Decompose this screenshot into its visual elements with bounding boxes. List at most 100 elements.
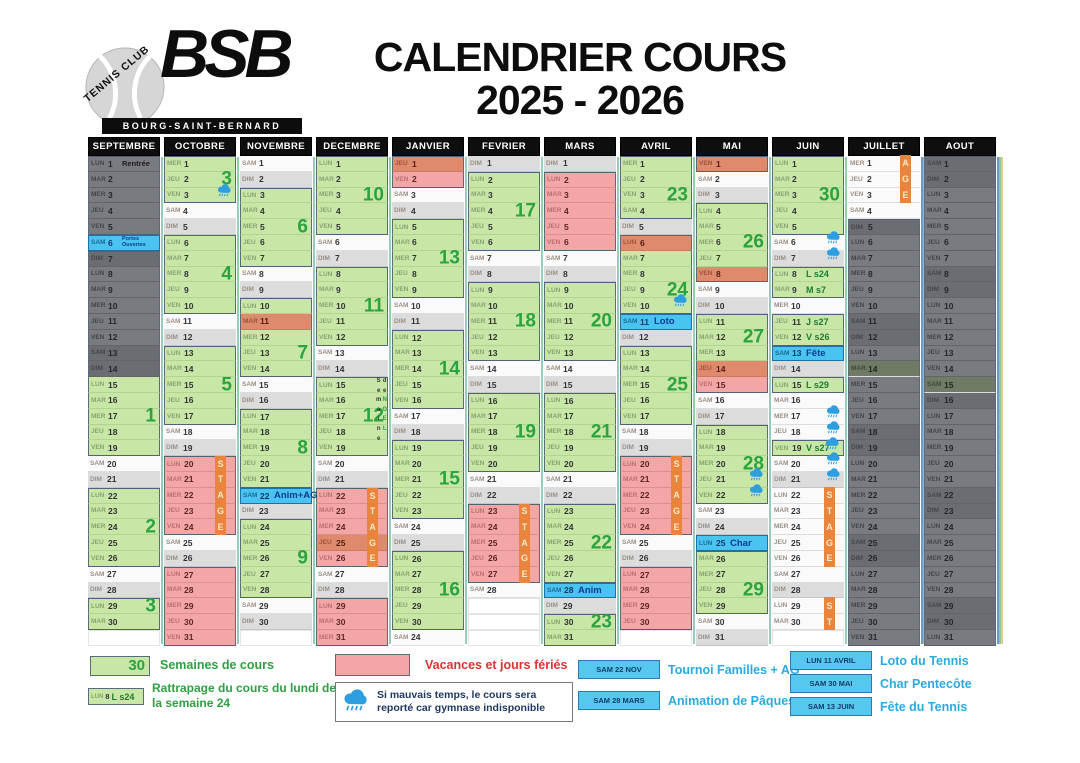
day-cell: MAR 16 [772,392,844,409]
week-number: 16 [438,579,460,601]
day-number: 11 [488,316,497,327]
day-cell: VEN 14 [240,361,312,378]
day-number: 21 [487,474,497,485]
day-number: 13 [564,347,574,358]
day-abbrev: VEN [775,444,789,452]
day-cell: SAM 11 [164,313,236,330]
day-cell: MAR 9 [88,282,160,299]
day-cell: VEN 14 [924,361,996,378]
day-cell: VEN 3 E [848,186,920,204]
day-abbrev: DIM [774,254,786,262]
day-number: 21 [716,474,726,485]
day-cell: JEU 19 [468,440,540,457]
day-cell: DIM 31 [696,629,768,646]
day-cell: MER 3 30 [772,185,844,204]
day-number: 8 [336,269,341,280]
day-number: 3 [336,189,341,200]
day-cell: MER 3 [88,187,160,204]
week-number: 6 [297,216,308,238]
day-cell: SAM 9 [696,282,768,299]
day-number: 2 [184,174,189,185]
day-abbrev: LUN [167,460,181,468]
day-number: 8 [792,269,797,280]
day-number: 11 [260,316,269,327]
day-cell: MAR 9 M s7 [772,282,844,299]
day-abbrev: VEN [91,223,105,231]
day-number: 12 [488,332,498,343]
week-number: 4 [221,263,232,285]
stage-banner-letter: S [824,597,835,615]
day-number: 30 [412,616,422,627]
day-cell: SAM 10 [392,298,464,314]
day-abbrev: LUN [699,539,713,547]
day-cell: MER 19 8 [240,438,312,457]
day-abbrev: JEU [167,618,180,625]
day-abbrev: MAR [547,412,562,420]
day-number: 29 [412,600,422,611]
day-abbrev: MAR [243,428,258,436]
day-cell: VEN 27 E [468,565,540,583]
day-cell: LUN 18 [696,424,768,441]
day-number: 10 [791,300,801,311]
day-abbrev: MAR [851,475,866,483]
day-abbrev: MER [395,254,410,262]
day-abbrev: MER [547,317,562,325]
day-abbrev: LUN [623,239,637,247]
day-number: 15 [868,379,878,390]
day-cell: MER 29 [164,598,236,615]
day-number: 9 [944,284,949,295]
day-abbrev: LUN [91,160,105,168]
day-number: 5 [944,221,949,232]
day-abbrev: JEU [851,618,864,625]
day-abbrev: DIM [698,302,710,310]
day-cell: MER 15 25 [620,375,692,394]
rain-cloud-icon [824,437,841,450]
day-cell: DIM 7 [772,247,844,267]
day-cell: JEU 6 [924,234,996,251]
day-cell: LUN 22 [88,487,160,504]
day-number: 25 [639,537,649,548]
day-abbrev: SAM [698,507,713,515]
day-number: 9 [640,284,645,295]
day-cell: MER 25 22 [544,533,616,552]
day-number: 16 [108,395,118,406]
day-abbrev: MAR [775,286,790,294]
day-abbrev: MER [775,191,790,199]
legend-makeup-note: L s24 [111,691,135,702]
day-cell: JEU 4 [88,203,160,220]
day-number: 20 [944,458,954,469]
day-cell: LUN 5 [392,219,464,235]
day-abbrev: LUN [167,349,181,357]
day-abbrev: MAR [851,586,866,594]
day-number: 5 [336,221,341,232]
day-number: 19 [868,442,878,453]
day-cell: SAM 11 Loto [620,313,692,330]
day-cell: VEN 24 E [164,518,236,536]
day-abbrev: JEU [471,223,484,231]
day-abbrev: DIM [166,444,178,452]
day-number: 22 [336,490,346,501]
day-abbrev: MAR [471,523,486,531]
day-number: 20 [640,459,650,470]
day-abbrev: DIM [851,554,863,562]
day-number: 11 [564,316,573,327]
day-number: 6 [488,237,493,248]
day-number: 14 [260,363,270,374]
calendar-grid: SEPTEMBRE LUN 1 Rentrée MAR 2 MER 3 JEU 4 VEN 5 SAM 6… [88,137,1003,646]
day-cell: SAM 8 [240,266,312,283]
day-number: 6 [640,237,645,248]
day-cell: JEU 16 [620,392,692,409]
cell-note: Loto [654,316,675,328]
day-abbrev: VEN [547,460,561,468]
day-number: 19 [944,442,954,453]
cell-note: L s24 [806,269,829,280]
day-cell: VEN 5 [88,219,160,235]
day-cell: MER 7 13 [392,249,464,268]
day-number: 2 [944,174,949,185]
week-number: 10 [362,184,384,206]
day-cell: LUN 2 [468,171,540,188]
day-number: 27 [640,569,650,580]
day-abbrev: MAR [319,286,334,294]
day-cell: VEN 12 V s26 [772,329,844,346]
